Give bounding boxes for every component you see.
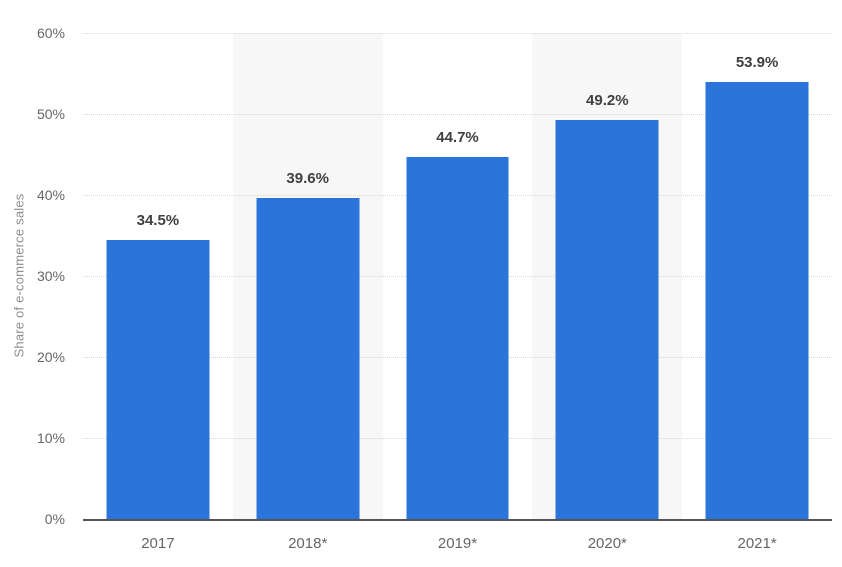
bar-value-label: 39.6% xyxy=(286,170,329,188)
x-tick-label: 2021* xyxy=(737,535,777,552)
bar[interactable] xyxy=(555,120,659,519)
bar-value-label: 34.5% xyxy=(136,211,180,229)
plot-area: 0% 10% 20% 30% 40% 50% 60% 34.5% 2017 39.6% 2018* 4… xyxy=(37,25,832,552)
y-tick-label: 40% xyxy=(36,186,65,203)
bar-value-label: 49.2% xyxy=(586,92,629,110)
y-axis-title: Share of e-commerce sales xyxy=(11,193,27,358)
x-tick-label: 2020* xyxy=(587,535,627,552)
y-tick-label: 0% xyxy=(44,511,65,527)
bar-value-label: 44.7% xyxy=(436,128,479,146)
bar-value-label: 53.9% xyxy=(735,54,779,72)
x-tick-label: 2018* xyxy=(288,535,328,552)
y-tick-label: 10% xyxy=(36,430,65,446)
x-tick-label: 2017 xyxy=(141,535,175,552)
gridline xyxy=(83,33,832,34)
y-tick-label: 50% xyxy=(36,105,65,122)
bar[interactable] xyxy=(256,198,360,519)
y-tick-label: 20% xyxy=(36,348,65,365)
x-tick-label: 2019* xyxy=(437,535,478,552)
bar[interactable] xyxy=(705,82,809,519)
y-tick-label: 30% xyxy=(36,268,65,284)
y-tick-label: 60% xyxy=(36,25,65,41)
gridline xyxy=(83,113,832,115)
bar[interactable] xyxy=(406,156,509,519)
bar[interactable] xyxy=(106,239,210,519)
